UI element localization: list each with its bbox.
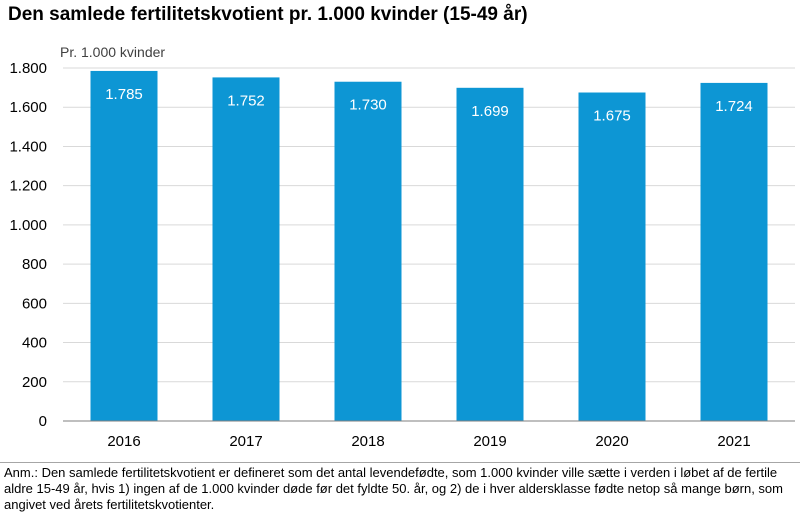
- footnote: Anm.: Den samlede fertilitetskvotient er…: [4, 465, 783, 512]
- bar-value-label: 1.675: [593, 108, 631, 125]
- x-tick-label: 2020: [595, 433, 628, 450]
- y-tick-label: 0: [39, 413, 47, 430]
- bar-value-label: 1.724: [715, 98, 753, 115]
- bar-value-label: 1.785: [105, 86, 143, 103]
- chart-title: Den samlede fertilitetskvotient pr. 1.00…: [8, 4, 528, 25]
- y-unit-label: Pr. 1.000 kvinder: [60, 44, 165, 60]
- bar-2016: [90, 70, 158, 422]
- note-separator: [0, 462, 800, 463]
- x-tick-label: 2017: [229, 433, 262, 450]
- bar-value-label: 1.730: [349, 97, 387, 114]
- y-axis: 0 200 400 600 800 1.000 1.200 1.400 1.600 1.800: [9, 60, 47, 430]
- bar-2017: [212, 77, 280, 421]
- bar-2018: [334, 81, 402, 421]
- x-tick-label: 2021: [717, 433, 750, 450]
- gridlines: [63, 67, 795, 383]
- bar-value-label: 1.699: [471, 103, 509, 120]
- bar-value-label: 1.752: [227, 92, 265, 109]
- y-tick-label: 200: [22, 374, 47, 391]
- x-axis: 2016 2017 2018 2019 2020 2021: [107, 433, 750, 450]
- x-tick-label: 2016: [107, 433, 140, 450]
- y-tick-label: 1.000: [9, 217, 47, 234]
- x-tick-label: 2019: [473, 433, 506, 450]
- y-tick-label: 1.600: [9, 99, 47, 116]
- bar-chart: 0 200 400 600 800 1.000 1.200 1.400 1.600 1.800 P…: [9, 44, 795, 450]
- y-tick-label: 400: [22, 335, 47, 352]
- bar-2021: [700, 82, 768, 421]
- y-tick-label: 800: [22, 256, 47, 273]
- bar-2019: [456, 87, 524, 421]
- bar-2020: [578, 92, 646, 421]
- y-tick-label: 600: [22, 295, 47, 312]
- x-tick-label: 2018: [351, 433, 384, 450]
- bars: 1.785 1.752 1.730 1.699 1.675 1.724: [90, 70, 768, 422]
- y-tick-label: 1.400: [9, 138, 47, 155]
- y-tick-label: 1.800: [9, 60, 47, 77]
- y-tick-label: 1.200: [9, 178, 47, 195]
